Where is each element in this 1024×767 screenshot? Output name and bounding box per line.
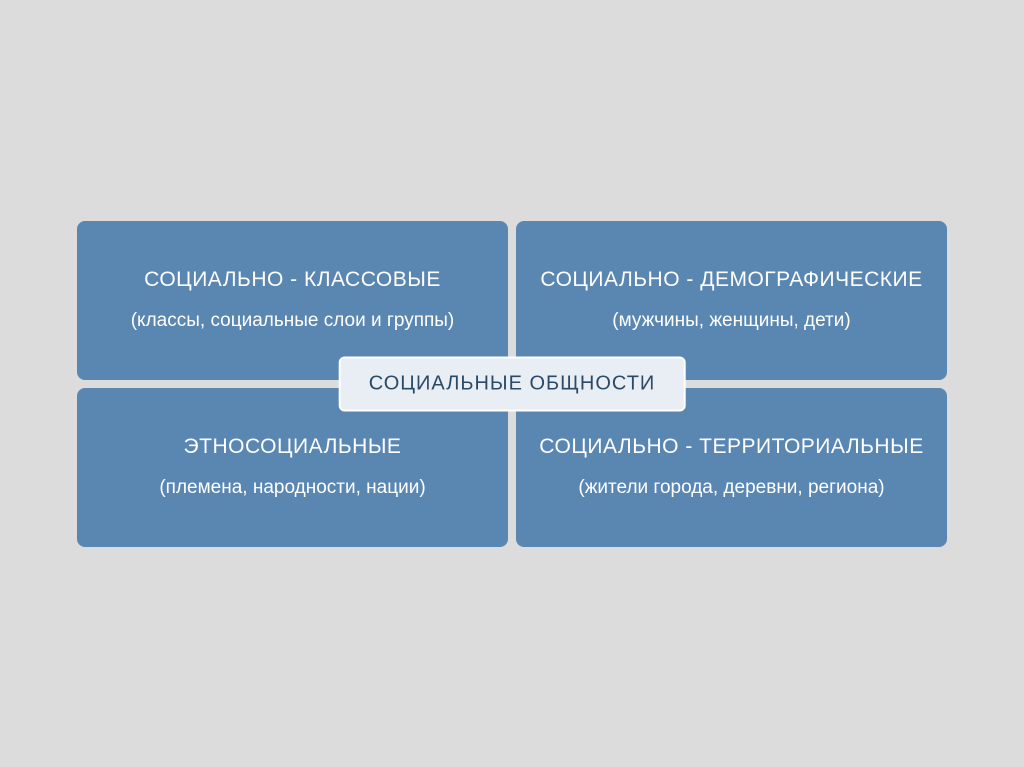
quadrant-title: СОЦИАЛЬНО - ДЕМОГРАФИЧЕСКИЕ [540,268,922,292]
quadrant-bottom-right: СОЦИАЛЬНО - ТЕРРИТОРИАЛЬНЫЕ (жители горо… [516,388,947,547]
quadrant-subtitle: (племена, народности, нации) [159,477,425,499]
quadrant-bottom-left: ЭТНОСОЦИАЛЬНЫЕ (племена, народности, нац… [77,388,508,547]
quadrant-title: СОЦИАЛЬНО - ТЕРРИТОРИАЛЬНЫЕ [539,435,923,459]
quadrant-subtitle: (мужчины, женщины, дети) [612,310,850,332]
quadrant-subtitle: (классы, социальные слои и группы) [131,310,455,332]
quadrant-title: СОЦИАЛЬНО - КЛАССОВЫЕ [144,268,441,292]
diagram-container: СОЦИАЛЬНО - КЛАССОВЫЕ (классы, социальны… [77,221,947,547]
center-label: СОЦИАЛЬНЫЕ ОБЩНОСТИ [339,356,686,411]
quadrant-subtitle: (жители города, деревни, региона) [578,477,884,499]
quadrant-title: ЭТНОСОЦИАЛЬНЫЕ [184,435,402,459]
